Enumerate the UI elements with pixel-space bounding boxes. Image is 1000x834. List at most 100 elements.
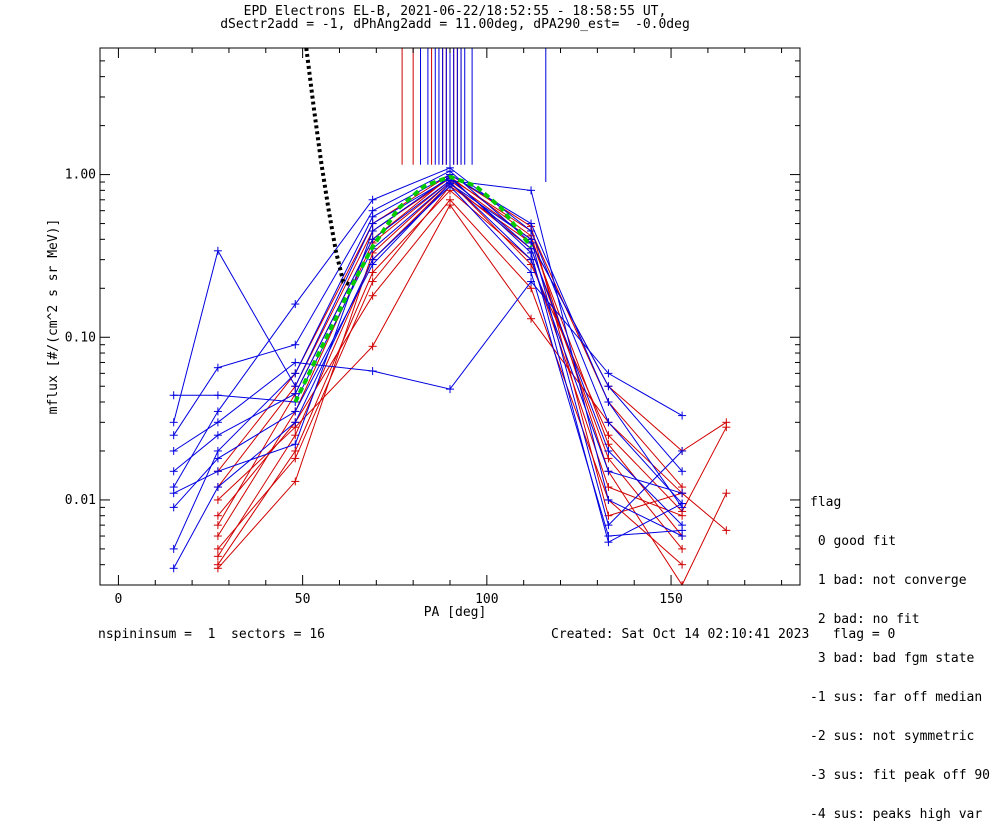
red-series-line-4 (217, 199, 683, 566)
legend-item-0: 0 good fit (810, 534, 897, 549)
blue-series-point (527, 277, 536, 286)
red-series-point (678, 544, 687, 553)
footer-created: Created: Sat Oct 14 02:10:41 2023 flag =… (551, 627, 896, 642)
red-series-line-6 (217, 185, 727, 550)
blue-series-point (446, 385, 454, 394)
red-series-point (213, 511, 222, 520)
red-series-line-1 (217, 179, 683, 537)
black-dotted-curve (304, 48, 352, 287)
blue-series-point (213, 446, 222, 455)
chart-plot: 0 50 100 150 0.01 0.10 1.00 mflux [#/(cm^2 s sr… (46, 47, 801, 607)
red-series-point (213, 544, 222, 553)
blue-series-line-1 (173, 177, 683, 526)
x-axis-label: PA [deg] (423, 605, 487, 620)
red-series-point (213, 532, 222, 541)
footer-nspininsum: nspininsum = 1 sectors = 16 (98, 627, 325, 642)
x-tick-label: 100 (475, 592, 498, 607)
red-series-point (368, 268, 377, 277)
red-series-line-2 (217, 189, 683, 565)
y-axis-label: mflux [#/(cm^2 s sr MeV)] (46, 219, 61, 415)
red-series-point (722, 526, 731, 535)
red-series-line-0 (217, 182, 683, 557)
red-series-point (213, 495, 222, 504)
chart-title-line-1: EPD Electrons EL-B, 2021-06-22/18:52:55 … (243, 4, 667, 19)
green-fit-curve (293, 174, 533, 403)
blue-series-point (213, 363, 222, 372)
legend-item-5: -2 sus: not symmetric (810, 729, 975, 744)
x-tick-label: 150 (659, 592, 682, 607)
legend-item-1: 1 bad: not converge (810, 573, 967, 588)
blue-series-point (213, 391, 222, 400)
red-series-point (368, 277, 377, 286)
red-series-point (291, 446, 300, 455)
x-tick-label: 0 (115, 592, 123, 607)
blue-series-point (169, 446, 178, 455)
blue-series-point (169, 489, 178, 498)
blue-series-point (527, 186, 536, 195)
y-tick-label: 0.01 (65, 493, 96, 508)
red-series-point (291, 431, 300, 440)
blue-series-point (527, 248, 536, 257)
blue-series-point (368, 219, 377, 228)
blue-series-point (169, 503, 178, 512)
blue-series-line-6 (173, 179, 683, 537)
red-series-point (604, 431, 613, 440)
red-series-point (722, 423, 731, 432)
blue-series-point (213, 418, 222, 427)
red-series-point (446, 201, 454, 210)
blue-series-point (213, 467, 222, 476)
blue-series-point (678, 499, 687, 508)
blue-series-point (527, 227, 536, 236)
blue-series-point (213, 483, 222, 492)
blue-series-point (169, 418, 178, 427)
blue-series-point (213, 246, 222, 255)
blue-series-point (368, 260, 377, 269)
red-series-point (291, 477, 300, 486)
red-series-line-8 (217, 176, 727, 585)
flag-legend: flag 0 good fit 1 bad: not converge 2 ba… (810, 470, 990, 834)
blue-series-point (678, 446, 687, 455)
blue-series-point (368, 367, 377, 376)
red-series-point (213, 521, 222, 530)
blue-series-point (604, 521, 613, 530)
blue-series-point (291, 407, 300, 416)
red-series-point (368, 291, 377, 300)
blue-series-point (604, 418, 613, 427)
blue-series-line-3 (173, 174, 683, 550)
red-series-point (604, 454, 613, 463)
legend-item-6: -3 sus: fit peak off 90 (810, 768, 991, 783)
blue-series-point (678, 467, 687, 476)
blue-series-point (678, 489, 687, 498)
blue-series-point (291, 358, 300, 367)
blue-series-point (169, 564, 178, 573)
blue-series-point (169, 391, 178, 400)
red-series-point (678, 581, 687, 585)
red-series-point (368, 342, 377, 351)
blue-series-point (678, 532, 687, 541)
blue-series-line-9 (173, 176, 683, 543)
blue-series-line-7 (173, 182, 683, 527)
legend-item-4: -1 sus: far off median (810, 690, 983, 705)
blue-series-line-2 (173, 181, 683, 494)
blue-series-point (527, 268, 536, 277)
blue-series-point (678, 411, 687, 420)
blue-series-point (169, 544, 178, 553)
legend-item-7: -4 sus: peaks high var (810, 807, 983, 822)
blue-series-point (527, 255, 536, 264)
blue-series-point (291, 440, 300, 449)
blue-series-point (604, 495, 613, 504)
x-tick-label: 50 (295, 592, 311, 607)
blue-series-point (291, 300, 300, 309)
legend-item-2: 2 bad: no fit (810, 612, 920, 627)
blue-series-point (604, 382, 613, 391)
blue-series-point (213, 454, 222, 463)
legend-item-3: 3 bad: bad fgm state (810, 651, 975, 666)
blue-series-point (446, 179, 454, 188)
blue-series-point (291, 369, 300, 378)
blue-series-point (604, 446, 613, 455)
red-series-point (604, 483, 613, 492)
y-tick-label: 0.10 (65, 330, 96, 345)
blue-series-point (604, 467, 613, 476)
blue-series-point (213, 407, 222, 416)
red-series-line-7 (217, 181, 727, 569)
